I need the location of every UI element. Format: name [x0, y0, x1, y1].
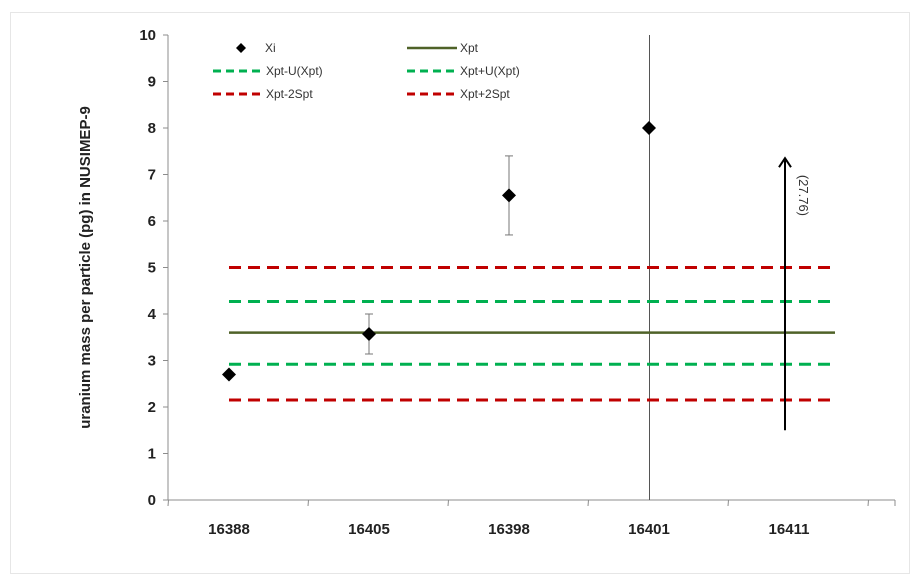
y-tick-label: 10	[139, 27, 156, 44]
x-tick-mark	[867, 499, 869, 507]
x-tick-label: 16405	[348, 521, 390, 538]
y-tick-label: 9	[148, 74, 156, 91]
legend-label: Xi	[265, 41, 276, 55]
x-tick-mark	[727, 499, 729, 507]
y-axis-label: uranium mass per particle (pg) in NUSIME…	[77, 106, 94, 429]
x-tick-label: 16401	[628, 521, 670, 538]
y-tick-label: 4	[148, 306, 157, 323]
y-tick-label: 3	[148, 353, 156, 370]
legend-marker	[236, 43, 246, 53]
data-point-diamond	[222, 367, 236, 382]
legend: Xi Xpt Xpt-U(Xpt) Xpt+U(Xpt) Xpt-2Spt Xpt+2Sp…	[213, 41, 520, 101]
y-tick-label: 0	[148, 492, 156, 509]
y-tick-label: 5	[148, 260, 156, 277]
data-point-diamond	[642, 121, 656, 135]
chart-frame	[10, 12, 910, 574]
legend-label: Xpt+U(Xpt)	[460, 64, 520, 78]
legend-label: Xpt+2Spt	[460, 87, 510, 101]
y-tick-label: 8	[148, 120, 156, 137]
annotation-label: (27.76)	[796, 175, 811, 216]
x-tick-mark	[167, 499, 169, 507]
x-tick-mark	[307, 499, 309, 507]
legend-label: Xpt	[460, 41, 479, 55]
data-point-diamond	[502, 188, 516, 203]
y-tick-label: 1	[148, 446, 156, 463]
axes: 0 1 2 3 4 5 6 7 8 9 10 16388 16405 16398 16401 16411	[139, 27, 896, 538]
reference-lines	[229, 266, 835, 402]
data-point-diamond	[362, 326, 376, 341]
x-tick-label: 16388	[208, 521, 250, 538]
y-tick-label: 7	[148, 167, 156, 184]
legend-label: Xpt-2Spt	[266, 87, 313, 101]
x-tick-label: 16411	[769, 521, 810, 538]
y-tick-label: 6	[148, 213, 156, 230]
annotations: (27.76)	[778, 156, 811, 431]
x-tick-mark	[587, 499, 589, 507]
y-tick-label: 2	[148, 399, 156, 416]
x-tick-label: 16398	[488, 521, 530, 538]
legend-label: Xpt-U(Xpt)	[266, 64, 323, 78]
x-tick-mark	[447, 499, 449, 507]
data-points	[222, 121, 656, 382]
annotation-arrowhead	[778, 156, 792, 168]
